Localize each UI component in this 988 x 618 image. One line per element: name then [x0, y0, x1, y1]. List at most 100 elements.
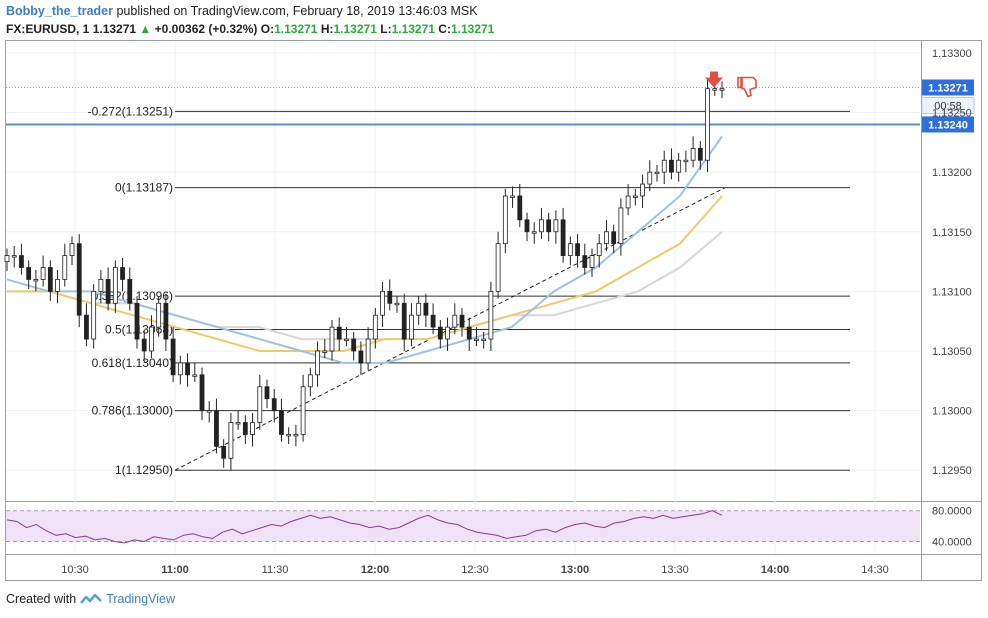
candle-body: [502, 195, 508, 245]
low-value: 1.13271: [391, 22, 435, 36]
candle-body: [632, 195, 638, 198]
candle-body: [495, 243, 501, 292]
candle-body: [517, 195, 523, 221]
candle-body: [336, 326, 342, 340]
candle-body: [553, 219, 559, 233]
candle-body: [690, 147, 696, 161]
last-price: 1.13271: [92, 22, 137, 36]
candle-body: [697, 147, 703, 161]
candle-body: [228, 422, 234, 459]
x-tick-label: 12:30: [461, 564, 489, 576]
candle-body: [214, 410, 219, 447]
ma-fast-line: [6, 135, 723, 364]
chart-frame: [5, 40, 982, 581]
fib-level-label: 0.382(1.13096): [92, 289, 173, 303]
publish-line: Bobby_the_trader published on TradingVie…: [6, 4, 478, 18]
rsi-y-tick-label: 40.0000: [932, 536, 972, 548]
candle-body: [19, 255, 24, 268]
candle-body: [47, 267, 53, 292]
candle-body: [372, 314, 378, 340]
candle-body: [567, 243, 573, 256]
rsi-band: [6, 510, 920, 542]
candle-body: [539, 219, 544, 233]
change-value: +0.00362 (+0.32%): [154, 22, 258, 36]
candle-body: [445, 326, 450, 340]
x-tick-label: 13:00: [561, 564, 589, 576]
candle-body: [344, 338, 349, 341]
candle-body: [452, 314, 458, 328]
candle-body: [242, 422, 248, 435]
y-tick-label: 1.13000: [932, 406, 972, 418]
candle-body: [625, 195, 631, 209]
created-with-label: Created with: [6, 592, 77, 606]
candle-body: [185, 362, 190, 376]
candle-body: [546, 219, 552, 233]
candle-body: [416, 302, 422, 316]
candle-body: [149, 326, 154, 352]
candle-body: [647, 171, 653, 185]
open-label: O:: [260, 22, 275, 36]
symbol-label: FX:EURUSD, 1: [6, 22, 90, 36]
candle-body: [510, 195, 515, 198]
candle-body: [575, 243, 580, 256]
y-tick-label: 1.13150: [932, 227, 972, 239]
candle-body: [358, 350, 364, 364]
candle-body: [640, 183, 645, 197]
candle-body: [676, 159, 682, 173]
candle-body: [69, 243, 75, 256]
current-price-tag: [922, 79, 974, 96]
tradingview-brand[interactable]: TradingView: [106, 592, 175, 606]
candle-body: [654, 171, 660, 175]
thumbs-down-icon: [737, 76, 757, 98]
candle-body: [394, 302, 400, 306]
candle-body: [387, 290, 393, 304]
candle-body: [474, 338, 479, 341]
sell-arrow-icon: [705, 71, 723, 88]
x-tick-label: 11:30: [262, 564, 289, 576]
up-arrow-icon: ▲: [139, 22, 152, 36]
level-price-tag: [922, 116, 974, 133]
rsi-y-tick-label: 80.0000: [932, 506, 972, 518]
footer: Created with TradingView: [6, 592, 175, 606]
candle-body: [596, 243, 602, 256]
fib-level-label: -0.272(1.13251): [88, 104, 173, 118]
author-name[interactable]: Bobby_the_trader: [6, 4, 113, 18]
candle-body: [120, 267, 125, 280]
candle-body: [156, 302, 162, 328]
candle-body: [84, 314, 89, 340]
x-tick-label: 11:00: [161, 564, 189, 576]
candle-body: [11, 255, 17, 258]
candle-body: [582, 255, 588, 268]
low-label: L:: [380, 22, 392, 36]
candle-body: [618, 207, 624, 245]
candle-body: [134, 302, 140, 340]
candle-body: [481, 338, 487, 341]
candle-body: [127, 279, 133, 304]
candle-body: [604, 231, 609, 245]
countdown-tag: [921, 96, 975, 114]
candle-body: [76, 243, 82, 316]
candle-body: [40, 267, 46, 280]
candle-body: [531, 231, 537, 234]
y-tick-label: 1.13200: [932, 167, 972, 179]
candle-body: [55, 279, 60, 292]
fib-level-label: 0.786(1.13000): [92, 404, 173, 418]
fib-level-label: 0(1.13187): [115, 181, 173, 195]
candle-body: [170, 338, 176, 376]
candle-body: [192, 374, 198, 377]
candle-body: [315, 350, 320, 376]
x-tick-label: 12:00: [361, 564, 389, 576]
countdown-label: 00:58: [934, 100, 962, 112]
candle-body: [430, 314, 436, 328]
candle-body: [286, 434, 292, 437]
candle-body: [401, 302, 407, 340]
candle-body: [669, 159, 674, 173]
ma-slow-line: [7, 231, 723, 341]
y-tick-label: 1.13050: [932, 346, 972, 358]
candle-body: [264, 386, 270, 400]
candle-body: [221, 445, 227, 459]
x-tick-label: 10:30: [61, 564, 89, 576]
publish-info: published on TradingView.com, February 1…: [116, 4, 478, 18]
y-tick-label: 1.12950: [932, 465, 972, 477]
